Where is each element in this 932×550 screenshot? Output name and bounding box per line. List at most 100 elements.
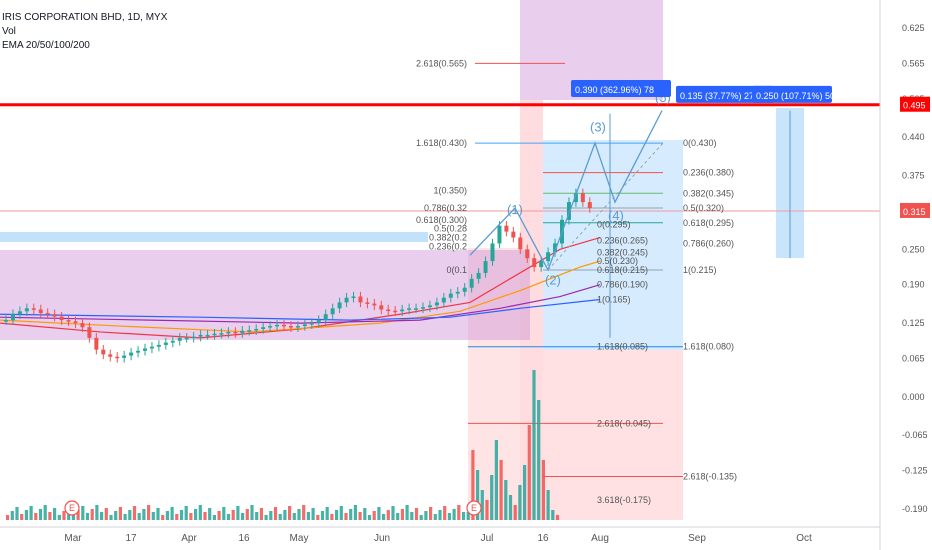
candle-body bbox=[553, 243, 558, 253]
volume-bar bbox=[466, 512, 470, 520]
volume-bar bbox=[222, 507, 226, 520]
volume-bar bbox=[245, 509, 249, 520]
fib-zone bbox=[543, 140, 683, 350]
volume-bar bbox=[400, 509, 404, 520]
candle-body bbox=[205, 334, 210, 337]
volume-bar bbox=[264, 515, 268, 520]
price-tick: -0.125 bbox=[902, 466, 928, 476]
volume-bar bbox=[555, 515, 560, 520]
fib-label: 0.786(0.190) bbox=[597, 280, 648, 290]
volume-bar bbox=[142, 509, 146, 520]
volume-bar bbox=[203, 512, 207, 520]
volume-bar bbox=[236, 506, 240, 520]
candle-body bbox=[323, 314, 328, 321]
time-tick: Jul bbox=[481, 533, 494, 544]
candle-body bbox=[31, 308, 36, 310]
candle-body bbox=[566, 202, 571, 220]
volume-bar bbox=[147, 505, 151, 520]
candle-body bbox=[469, 278, 474, 288]
volume-bar bbox=[170, 507, 174, 520]
volume-bar bbox=[471, 450, 475, 520]
price-tag bbox=[900, 202, 930, 218]
fib-zone bbox=[543, 350, 683, 520]
symbol-title: IRIS CORPORATION BHD, 1D, MYX bbox=[2, 12, 168, 23]
volume-bar bbox=[523, 465, 527, 520]
volume-bar bbox=[283, 510, 287, 520]
price-tick: -0.190 bbox=[902, 504, 928, 514]
resistance-tag: 0.495 bbox=[903, 101, 926, 111]
volume-bar bbox=[339, 506, 343, 520]
time-tick: Mar bbox=[64, 533, 82, 544]
volume-bar bbox=[353, 505, 357, 520]
time-tick: 16 bbox=[238, 533, 250, 544]
ema-indicator-label[interactable]: EMA 20/50/100/200 bbox=[2, 40, 90, 51]
measure-label: 0.135 (37.77%) 27 bbox=[680, 91, 754, 101]
candle-body bbox=[434, 302, 439, 306]
candle-body bbox=[476, 272, 481, 279]
volume-bar bbox=[259, 508, 263, 520]
candle-body bbox=[198, 334, 203, 337]
volume-bar bbox=[527, 425, 531, 520]
candle-body bbox=[580, 193, 585, 203]
volume-bar bbox=[344, 513, 348, 520]
current-price-tag: 0.315 bbox=[903, 207, 926, 217]
volume-bar bbox=[443, 506, 447, 520]
volume-bar bbox=[208, 508, 212, 520]
candle-body bbox=[170, 340, 175, 343]
candle-body bbox=[504, 225, 509, 232]
candle-body bbox=[414, 308, 419, 310]
volume-bar bbox=[38, 509, 43, 520]
volume-bar bbox=[429, 507, 433, 520]
volume-bar bbox=[71, 514, 75, 520]
volume-bar bbox=[438, 510, 442, 520]
fib-label: 0.382(0.2 bbox=[429, 233, 467, 243]
volume-bar bbox=[499, 460, 503, 520]
volume-bar bbox=[551, 510, 555, 520]
volume-bar bbox=[457, 505, 461, 520]
candle-body bbox=[156, 344, 161, 347]
candle-body bbox=[365, 302, 370, 304]
candle-body bbox=[295, 326, 300, 328]
volume-bar bbox=[179, 510, 184, 520]
candle-body bbox=[275, 324, 280, 327]
candle-body bbox=[282, 324, 286, 327]
volume-bar bbox=[382, 514, 386, 520]
candle-body bbox=[247, 330, 252, 332]
volume-bar bbox=[476, 470, 480, 520]
volume-bar bbox=[447, 513, 451, 520]
volume-bar bbox=[273, 507, 278, 520]
volume-bar bbox=[217, 511, 221, 520]
candle-body bbox=[115, 356, 120, 359]
fib-label: 0(0.295) bbox=[597, 220, 631, 230]
candle-body bbox=[17, 311, 22, 315]
fib-label: 3.618(-0.175) bbox=[597, 495, 651, 505]
vol-indicator-label[interactable]: Vol bbox=[2, 26, 16, 37]
candle-body bbox=[177, 337, 182, 341]
candle-body bbox=[511, 231, 516, 238]
candle-body bbox=[393, 310, 398, 313]
fib-trend-line bbox=[547, 142, 664, 271]
volume-bar bbox=[20, 514, 24, 520]
candle-body bbox=[191, 336, 196, 339]
candle-body bbox=[400, 309, 405, 312]
price-tick: 0.250 bbox=[902, 244, 925, 254]
price-tag bbox=[900, 96, 930, 112]
volume-bar bbox=[316, 515, 320, 520]
volume-bar bbox=[414, 508, 419, 520]
volume-bar bbox=[297, 509, 301, 520]
wave-label: (4) bbox=[608, 208, 624, 223]
candle-body bbox=[386, 309, 391, 312]
candle-body bbox=[358, 296, 363, 303]
volume-bar bbox=[123, 514, 127, 520]
volume-bar bbox=[480, 490, 484, 520]
volume-bar bbox=[29, 506, 33, 520]
measure-box-label bbox=[571, 79, 671, 97]
fib-label: 0.236(0.265) bbox=[597, 235, 648, 245]
volume-bar bbox=[372, 511, 376, 520]
fib-label: 0.786(0.260) bbox=[683, 238, 734, 248]
volume-bar bbox=[349, 509, 353, 520]
time-tick: Jun bbox=[374, 533, 390, 544]
earnings-marker bbox=[466, 500, 482, 516]
candle-body bbox=[302, 324, 307, 327]
